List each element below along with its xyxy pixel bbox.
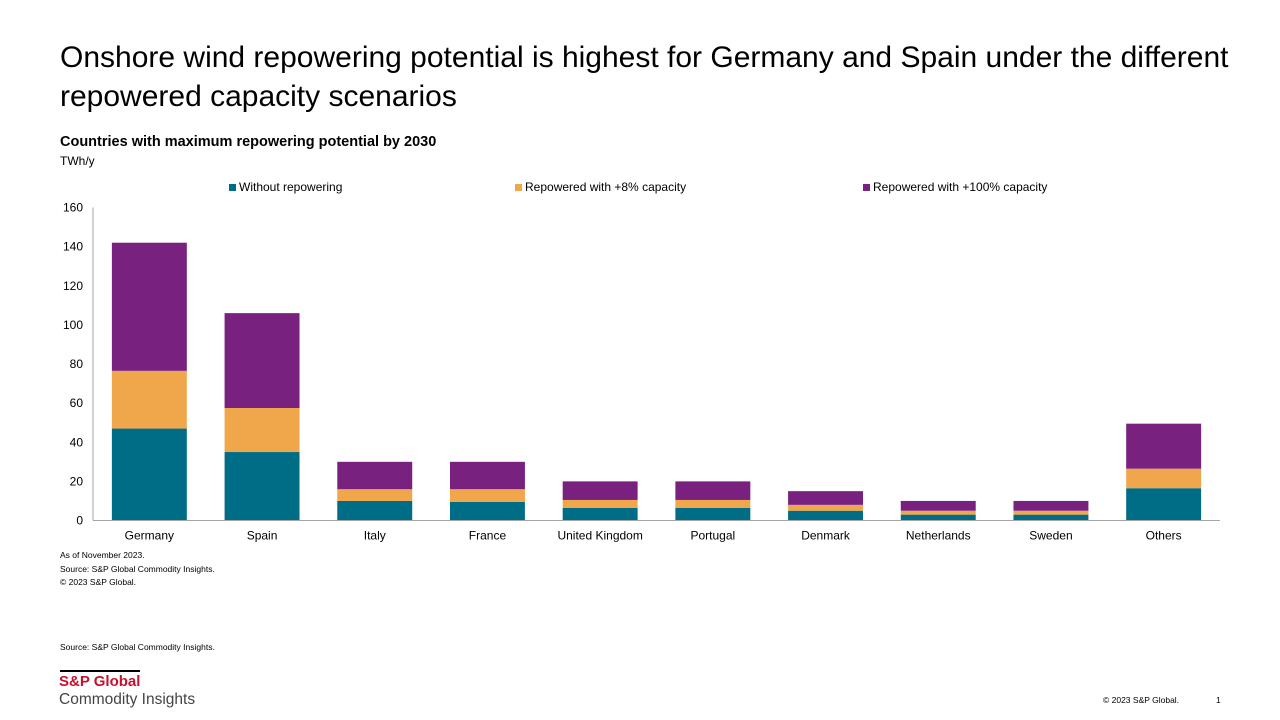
bar-segment-united-kingdom-series-0 [562,507,638,521]
bar-segment-denmark-series-2 [788,491,864,505]
legend-label: Repowered with +100% capacity [873,180,1048,194]
legend-label: Repowered with +8% capacity [525,180,687,194]
page-number: 1 [1216,695,1221,705]
note-copyright: © 2023 S&P Global. [60,577,137,587]
bar-segment-others-series-1 [1126,468,1202,489]
y-axis-unit: TWh/y [60,154,95,168]
bar-segment-italy-series-2 [337,461,413,490]
bar-segment-spain-series-2 [224,313,300,409]
y-tick-label: 0 [76,514,83,528]
bar-segment-denmark-series-1 [788,504,864,511]
y-tick-label: 160 [63,201,83,215]
bar-segment-sweden-series-0 [1013,514,1089,521]
x-tick-label: Italy [364,529,386,543]
slide-source: Source: S&P Global Commodity Insights. [60,642,215,652]
bar-segment-netherlands-series-1 [900,510,976,515]
bar-segment-united-kingdom-series-1 [562,499,638,508]
bar-segment-spain-series-0 [224,452,300,521]
x-tick-label: Sweden [1029,529,1072,543]
chart-notes: As of November 2023. Source: S&P Global … [60,549,215,590]
legend-swatch [229,183,236,191]
y-tick-label: 60 [70,396,84,410]
bar-segment-sweden-series-2 [1013,500,1089,511]
x-tick-label: Germany [125,529,174,543]
y-tick-label: 100 [63,318,83,332]
y-tick-label: 140 [63,240,83,254]
legend-item-plus-100-capacity: Repowered with +100% capacity [863,180,1047,194]
bar-segment-germany-series-0 [111,428,187,521]
bar-segment-france-series-1 [449,489,525,502]
x-tick-label: Portugal [690,529,735,543]
logo-rule [60,670,140,672]
bar-segment-united-kingdom-series-2 [562,481,638,500]
legend-item-without-repowering: Without repowering [229,180,342,194]
x-tick-label: France [469,529,507,543]
bar-segment-spain-series-1 [224,408,300,453]
bar-segment-germany-series-1 [111,370,187,429]
legend-label: Without repowering [239,180,343,194]
bar-segment-others-series-0 [1126,488,1202,521]
bar-segment-netherlands-series-2 [900,500,976,511]
note-source: Source: S&P Global Commodity Insights. [60,563,215,574]
footer-copyright: © 2023 S&P Global. [1103,695,1180,705]
bar-segment-germany-series-2 [111,242,187,371]
logo-sp-global: S&P Global [59,673,141,690]
bar-segment-portugal-series-0 [675,507,751,521]
bar-segment-sweden-series-1 [1013,510,1089,515]
x-tick-label: Netherlands [906,529,971,543]
bar-segment-denmark-series-0 [788,510,864,521]
x-tick-label: Others [1146,529,1182,543]
legend-swatch [515,183,522,191]
bar-segment-france-series-2 [449,461,525,490]
y-tick-label: 120 [63,279,83,293]
bar-segment-italy-series-1 [337,489,413,501]
y-tick-label: 20 [70,474,84,488]
logo-commodity-insights: Commodity Insights [59,691,196,708]
bar-segment-italy-series-0 [337,500,413,521]
bar-segment-netherlands-series-0 [900,514,976,521]
bar-segment-france-series-0 [449,501,525,521]
legend-swatch [863,183,870,191]
slide-title: Onshore wind repowering potential is hig… [60,41,1229,113]
note-date: As of November 2023. [60,550,145,560]
chart-title: Countries with maximum repowering potent… [60,134,437,150]
y-tick-label: 40 [70,435,84,449]
x-tick-label: Denmark [801,529,851,543]
x-tick-label: Spain [247,529,278,543]
bar-segment-portugal-series-2 [675,481,751,500]
y-tick-label: 80 [70,357,84,371]
x-tick-label: United Kingdom [557,529,642,543]
bar-segment-portugal-series-1 [675,499,751,508]
legend-item-plus-8-capacity: Repowered with +8% capacity [515,180,686,194]
bar-segment-others-series-2 [1126,423,1202,469]
